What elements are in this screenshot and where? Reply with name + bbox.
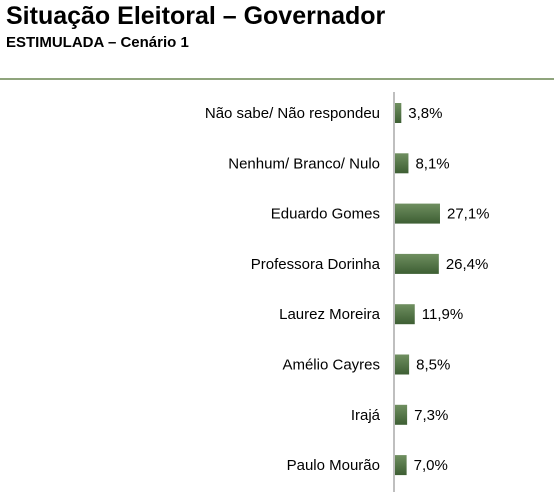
category-label: Professora Dorinha [251, 256, 381, 273]
category-label: Não sabe/ Não respondeu [205, 105, 380, 122]
data-label: 7,3% [414, 407, 448, 424]
bar [395, 103, 402, 123]
category-label: Eduardo Gomes [271, 206, 380, 223]
bar [395, 455, 407, 476]
category-label: Laurez Moreira [279, 306, 381, 323]
data-label: 11,9% [422, 306, 463, 323]
bar [395, 354, 410, 375]
chart-subtitle: ESTIMULADA – Cenário 1 [6, 34, 189, 51]
data-label: 8,5% [416, 357, 450, 374]
data-label: 3,8% [408, 105, 442, 122]
category-label: Amélio Cayres [282, 357, 380, 374]
title-divider [0, 78, 554, 80]
bars-group: Não sabe/ Não respondeu 3,8% Nenhum/ Branc… [205, 103, 490, 476]
bar [395, 153, 409, 174]
bar [395, 304, 415, 325]
bar [395, 253, 439, 274]
data-label: 7,0% [414, 457, 448, 474]
category-label: Nenhum/ Branco/ Nulo [228, 155, 380, 172]
data-label: 26,4% [446, 256, 489, 273]
category-label: Irajá [351, 407, 381, 424]
data-label: 8,1% [415, 155, 449, 172]
bar [395, 404, 408, 425]
chart-title: Situação Eleitoral – Governador [6, 2, 386, 30]
category-label: Paulo Mourão [287, 457, 380, 474]
bar [395, 203, 440, 224]
data-label: 27,1% [447, 206, 490, 223]
